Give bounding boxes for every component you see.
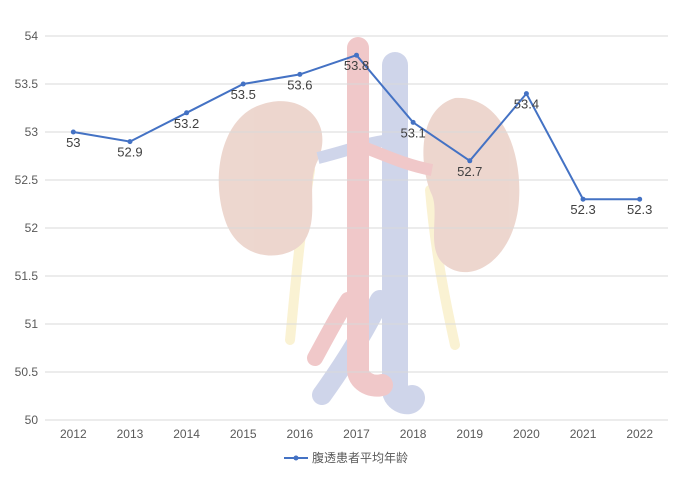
data-label: 53.8 xyxy=(344,58,369,73)
y-tick-label: 52 xyxy=(25,221,39,235)
data-label: 53.6 xyxy=(287,77,312,92)
kidney-illustration xyxy=(218,37,520,415)
y-tick-label: 52.5 xyxy=(15,173,39,187)
y-tick-label: 53.5 xyxy=(15,77,39,91)
data-point xyxy=(70,129,76,135)
data-label: 53.2 xyxy=(174,116,199,131)
x-tick-label: 2022 xyxy=(626,427,653,441)
x-tick-label: 2015 xyxy=(230,427,257,441)
legend-swatch-marker xyxy=(293,455,299,461)
x-tick-label: 2012 xyxy=(60,427,87,441)
y-tick-label: 53 xyxy=(25,125,39,139)
data-label: 52.7 xyxy=(457,164,482,179)
data-label: 52.3 xyxy=(570,202,595,217)
x-tick-label: 2018 xyxy=(400,427,427,441)
data-point xyxy=(410,119,416,125)
x-axis: 2012 2013 2014 2015 2016 2017 2018 2019 2020 2021… xyxy=(60,427,653,441)
y-tick-label: 51.5 xyxy=(15,269,39,283)
legend: 腹透患者平均年龄 xyxy=(284,451,408,465)
data-point xyxy=(127,139,133,145)
data-label: 53 xyxy=(66,135,80,150)
x-tick-label: 2013 xyxy=(117,427,144,441)
legend-label: 腹透患者平均年龄 xyxy=(312,451,408,465)
data-point xyxy=(580,196,586,202)
data-point xyxy=(240,81,246,87)
data-labels: 53 52.9 53.2 53.5 53.6 53.8 53.1 52.7 53.4 52.3 52… xyxy=(66,58,652,217)
y-tick-label: 50.5 xyxy=(15,365,39,379)
data-point xyxy=(184,110,190,116)
x-tick-label: 2017 xyxy=(343,427,370,441)
data-label: 53.1 xyxy=(400,125,425,140)
data-point xyxy=(523,91,529,97)
data-label: 52.9 xyxy=(117,145,142,160)
y-tick-label: 50 xyxy=(25,413,39,427)
data-label: 52.3 xyxy=(627,202,652,217)
x-tick-label: 2020 xyxy=(513,427,540,441)
data-point xyxy=(297,71,303,77)
y-axis: 50 50.5 51 51.5 52 52.5 53 53.5 54 xyxy=(15,29,39,427)
data-label: 53.5 xyxy=(231,87,256,102)
y-tick-label: 51 xyxy=(25,317,39,331)
data-point xyxy=(354,52,359,58)
y-tick-label: 54 xyxy=(25,29,39,43)
data-label: 53.4 xyxy=(514,97,539,112)
x-tick-label: 2016 xyxy=(287,427,314,441)
x-tick-label: 2019 xyxy=(456,427,483,441)
x-tick-label: 2021 xyxy=(570,427,597,441)
data-point xyxy=(637,196,643,202)
data-point xyxy=(467,158,473,164)
x-tick-label: 2014 xyxy=(173,427,200,441)
data-points xyxy=(70,52,643,202)
